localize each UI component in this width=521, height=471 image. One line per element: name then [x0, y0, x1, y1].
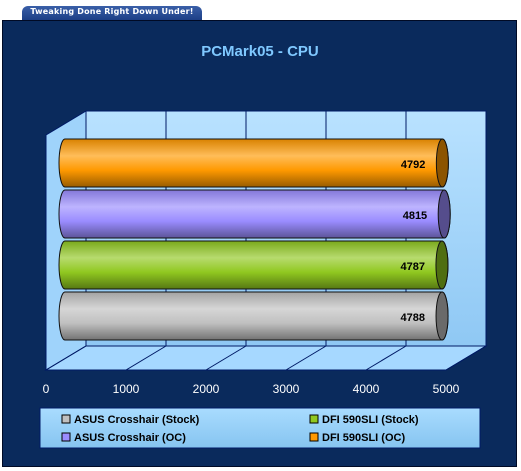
x-tick-label: 3000 — [273, 382, 300, 396]
legend-label: DFI 590SLI (OC) — [322, 432, 405, 444]
x-tick-label: 5000 — [433, 382, 460, 396]
bar: 4792 — [58, 138, 449, 188]
floor-gridline — [285, 345, 327, 371]
bar-cap — [435, 291, 449, 341]
bar-body — [58, 138, 449, 188]
legend-swatch — [309, 414, 319, 424]
legend-box — [39, 407, 481, 449]
bar-body — [58, 189, 451, 239]
legend-swatch — [309, 432, 319, 442]
floor-gridline — [365, 345, 407, 371]
floor-gridline — [445, 345, 487, 371]
floor-gridline — [45, 345, 87, 371]
legend-label: DFI 590SLI (Stock) — [322, 414, 419, 426]
banner-tab: Tweaking Done Right Down Under! — [22, 6, 202, 20]
floor — [44, 345, 488, 371]
legend-label: ASUS Crosshair (OC) — [74, 432, 186, 444]
banner-text: Tweaking Done Right Down Under! — [30, 7, 194, 16]
bar-value-label: 4788 — [401, 312, 425, 324]
floor-gridline — [205, 345, 247, 371]
legend-label: ASUS Crosshair (Stock) — [74, 414, 200, 426]
bar-body — [58, 240, 449, 290]
bar: 4787 — [58, 240, 449, 290]
bar: 4815 — [58, 189, 451, 239]
bar: 4788 — [58, 291, 449, 341]
bar-value-label: 4815 — [403, 210, 427, 222]
x-tick-label: 1000 — [113, 382, 140, 396]
bar-cap — [435, 240, 449, 290]
x-tick-label: 0 — [43, 382, 50, 396]
legend-swatch — [61, 414, 71, 424]
bar-value-label: 4787 — [400, 261, 424, 273]
legend-swatch — [61, 432, 71, 442]
floor-gridline — [125, 345, 167, 371]
chart-title: PCMark05 - CPU — [201, 43, 319, 60]
bar-value-label: 4792 — [401, 159, 425, 171]
bar-body — [58, 291, 449, 341]
x-tick-label: 2000 — [193, 382, 220, 396]
bar-cap — [435, 138, 449, 188]
bar-cap — [437, 189, 451, 239]
x-tick-label: 4000 — [353, 382, 380, 396]
